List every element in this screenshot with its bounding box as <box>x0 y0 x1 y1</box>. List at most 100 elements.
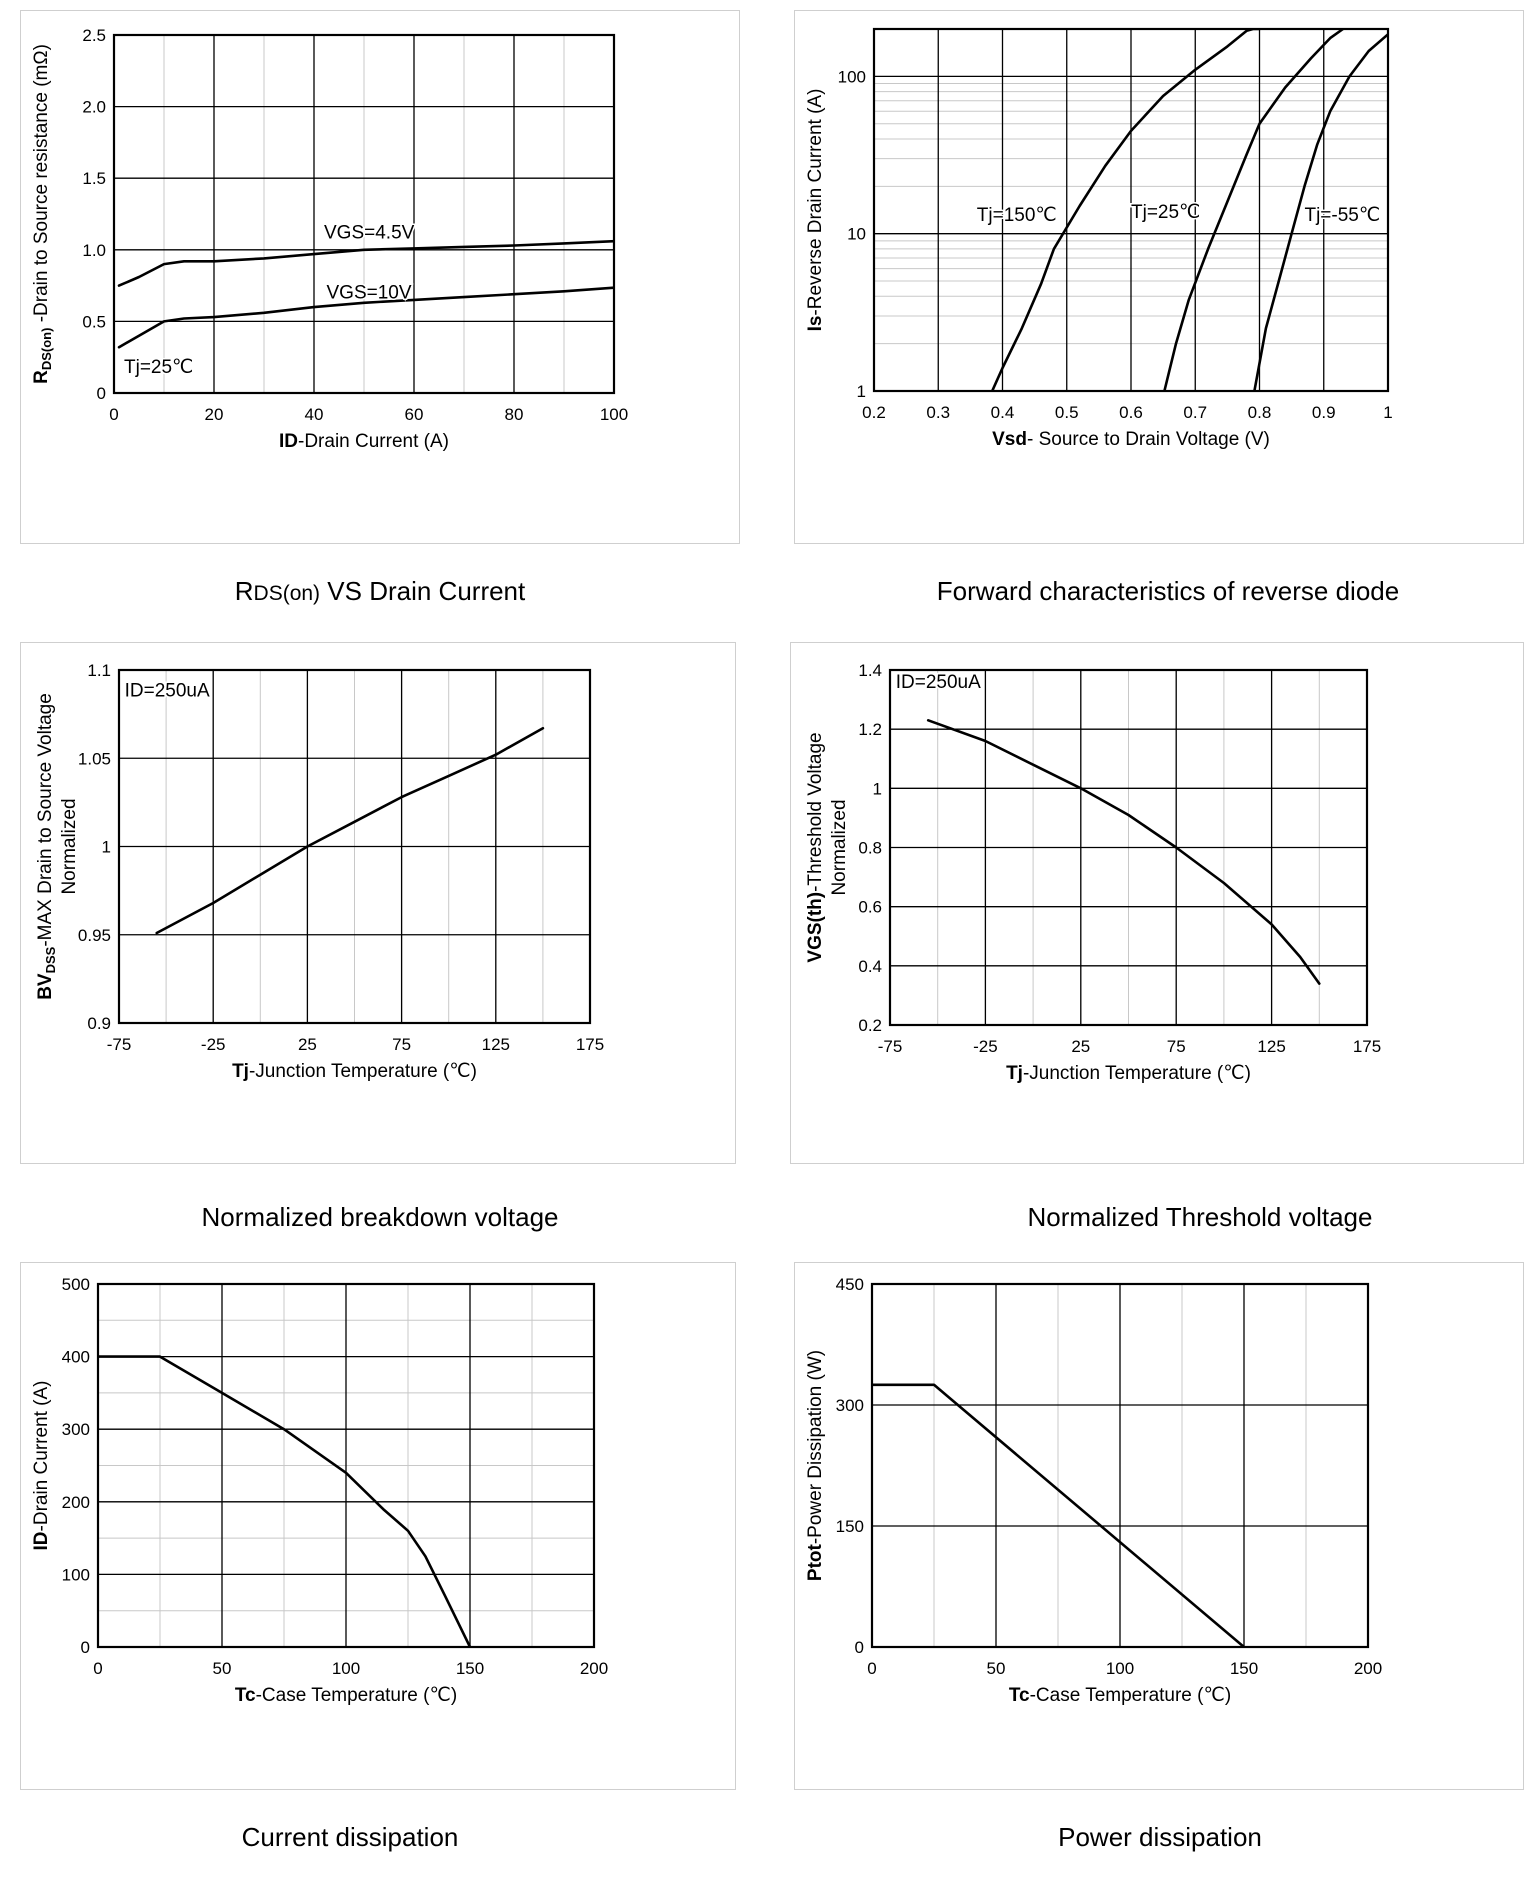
diode-x-tick-label: 0.5 <box>1055 403 1079 422</box>
rdson-annotation-0: VGS=4.5V <box>324 222 415 243</box>
diode-annotation-0: Tj=150℃ <box>977 205 1057 226</box>
rdson-x-tick-label: 80 <box>505 405 524 424</box>
bvdss-x-axis-label-bold: Tj <box>232 1061 249 1082</box>
diode-x-tick-label: 0.6 <box>1119 403 1143 422</box>
current-y-tick-label: 200 <box>62 1493 90 1512</box>
bvdss-x-tick-label: -25 <box>201 1035 226 1054</box>
vth-annotation-0: ID=250uA <box>896 672 981 693</box>
chart-vth: -75 -25 25 75 125 175 0.2 0.4 0.6 0.8 1 1.2 1.4 Tj-Ju… <box>805 661 1381 1084</box>
current-y-tick-label: 500 <box>62 1275 90 1294</box>
caption-rdson: RDS(on) VS Drain Current <box>234 576 526 606</box>
bvdss-x-axis-label-rest: -Junction Temperature (℃) <box>249 1061 477 1082</box>
rdson-x-tick-label: 20 <box>205 405 224 424</box>
current-y-tick-label: 100 <box>62 1565 90 1584</box>
diode-annotation-1: Tj=25℃ <box>1131 202 1200 223</box>
bvdss-plot-frame <box>117 668 592 1025</box>
power-y-tick-label: 300 <box>836 1396 864 1415</box>
panel-rdson: 0 20 40 60 80 100 0 0.5 1.0 1.5 2.0 2.5 ID-Drain Cur… <box>20 10 740 544</box>
rdson-y-tick-label: 2.5 <box>82 26 106 45</box>
diode-x-axis-label: Vsd- Source to Drain Voltage (V) <box>992 429 1270 450</box>
chart-diode: 0.2 0.3 0.4 0.5 0.6 0.7 0.8 0.9 1 1 10 100 Vsd- Sour… <box>805 27 1393 450</box>
diode-series-line-1 <box>1163 29 1345 391</box>
rdson-x-tick-label: 60 <box>405 405 424 424</box>
bvdss-y-axis-label-line2: Normalized <box>59 798 80 894</box>
bvdss-annotation-0: ID=250uA <box>125 680 210 701</box>
chart-power: 0 50 100 150 200 0 150 300 450 Tc-Case Temperatur… <box>805 1275 1382 1706</box>
diode-x-tick-label: 0.4 <box>991 403 1015 422</box>
vth-y-axis-label: VGS(th)-Threshold Voltage <box>805 732 826 962</box>
vth-y-tick-label: 0.6 <box>858 898 882 917</box>
caption-diode: Forward characteristics of reverse diode <box>936 576 1400 606</box>
diode-grid <box>873 29 1389 392</box>
bvdss-y-axis-label-bold: BV <box>35 973 56 1000</box>
power-y-tick-label: 150 <box>836 1517 864 1536</box>
bvdss-y-tick-label: 0.9 <box>87 1014 111 1033</box>
current-y-tick-label: 300 <box>62 1420 90 1439</box>
bvdss-y-tick-label: 0.95 <box>78 926 111 945</box>
power-x-tick-label: 0 <box>867 1659 876 1678</box>
power-x-tick-label: 100 <box>1106 1659 1134 1678</box>
diode-y-axis-label-rest: -Reverse Drain Current (A) <box>805 89 826 316</box>
vth-y-tick-label: 1.2 <box>858 720 882 739</box>
chart-rdson: 0 20 40 60 80 100 0 0.5 1.0 1.5 2.0 2.5 ID-Drain Cur… <box>31 26 628 452</box>
current-series-line-0 <box>98 1355 472 1647</box>
diode-plot-frame <box>872 27 1390 393</box>
diode-x-tick-label: 0.8 <box>1248 403 1272 422</box>
current-x-tick-label: 50 <box>213 1659 232 1678</box>
diode-series-line-0 <box>990 29 1261 391</box>
diode-x-tick-label: 0.9 <box>1312 403 1336 422</box>
diode-x-tick-label: 1 <box>1383 403 1392 422</box>
rdson-y-tick-label: 0 <box>97 384 106 403</box>
vth-y-tick-label: 1.4 <box>858 661 882 680</box>
bvdss-x-tick-label: 125 <box>482 1035 510 1054</box>
rdson-x-tick-label: 100 <box>600 405 628 424</box>
rdson-y-axis-label: RDS(on) -Drain to Source resistance (mΩ) <box>31 44 54 384</box>
bvdss-x-tick-label: 175 <box>576 1035 604 1054</box>
rdson-y-tick-label: 2.0 <box>82 98 106 117</box>
power-x-tick-label: 200 <box>1354 1659 1382 1678</box>
power-x-axis-label-rest: -Case Temperature (℃) <box>1030 1685 1232 1706</box>
panel-current: 0 50 100 150 200 0 100 200 300 400 500 Tc-Case Temp… <box>20 1262 736 1790</box>
vth-x-tick-label: -25 <box>973 1037 998 1056</box>
current-y-axis-label: ID-Drain Current (A) <box>31 1381 52 1551</box>
rdson-y-axis-label-sub: DS(on) <box>39 328 54 371</box>
rdson-x-axis-label-rest: -Drain Current (A) <box>298 431 449 452</box>
bvdss-y-tick-label: 1.05 <box>78 749 111 768</box>
power-y-tick-label: 450 <box>836 1275 864 1294</box>
rdson-y-axis-label-bold: R <box>31 370 52 384</box>
panel-bvdss: -75 -25 25 75 125 175 0.9 0.95 1 1.05 1.1 Tj-Juncti… <box>20 642 736 1164</box>
rdson-x-tick-label: 0 <box>109 405 118 424</box>
bvdss-y-axis-label-rest: -MAX Drain to Source Voltage <box>35 693 56 946</box>
diode-y-tick-label: 1 <box>857 382 866 401</box>
panel-diode: 0.2 0.3 0.4 0.5 0.6 0.7 0.8 0.9 1 1 10 100 Vsd- Sour… <box>794 10 1524 544</box>
diode-annotation-2: Tj=-55℃ <box>1304 205 1380 226</box>
diode-series-line-2 <box>1253 32 1388 391</box>
rdson-x-axis-label-bold: ID <box>279 431 298 452</box>
bvdss-y-axis-label: BVDSS-MAX Drain to Source Voltage <box>35 693 58 1000</box>
power-grid <box>871 1283 1369 1648</box>
vth-x-tick-label: 25 <box>1071 1037 1090 1056</box>
current-x-axis-label-bold: Tc <box>235 1685 256 1706</box>
bvdss-x-tick-label: -75 <box>107 1035 132 1054</box>
vth-x-axis-label: Tj-Junction Temperature (℃) <box>1006 1063 1251 1084</box>
rdson-y-axis-label-rest: -Drain to Source resistance (mΩ) <box>31 44 52 327</box>
rdson-series-line-1 <box>117 286 614 349</box>
power-y-axis-label-rest: -Power Dissipation (W) <box>805 1350 826 1544</box>
power-y-axis-label: Ptot-Power Dissipation (W) <box>805 1350 826 1581</box>
diode-y-tick-label: 10 <box>847 225 866 244</box>
diode-x-axis-label-rest: - Source to Drain Voltage (V) <box>1027 429 1270 450</box>
vth-y-axis-label-bold: VGS(th) <box>805 892 826 963</box>
power-x-tick-label: 150 <box>1230 1659 1258 1678</box>
power-x-axis-label-bold: Tc <box>1009 1685 1030 1706</box>
diode-x-tick-label: 0.3 <box>926 403 950 422</box>
chart-current: 0 50 100 150 200 0 100 200 300 400 500 Tc-Case Temp… <box>31 1275 608 1706</box>
vth-x-tick-label: 175 <box>1353 1037 1381 1056</box>
rdson-y-tick-label: 1.0 <box>82 241 106 260</box>
vth-x-tick-label: 75 <box>1167 1037 1186 1056</box>
caption-bvdss: Normalized breakdown voltage <box>201 1202 559 1232</box>
rdson-annotation-1: VGS=10V <box>327 282 412 303</box>
current-y-tick-label: 400 <box>62 1348 90 1367</box>
bvdss-y-tick-label: 1 <box>102 838 111 857</box>
current-x-tick-label: 200 <box>580 1659 608 1678</box>
vth-plot-frame <box>888 668 1369 1027</box>
